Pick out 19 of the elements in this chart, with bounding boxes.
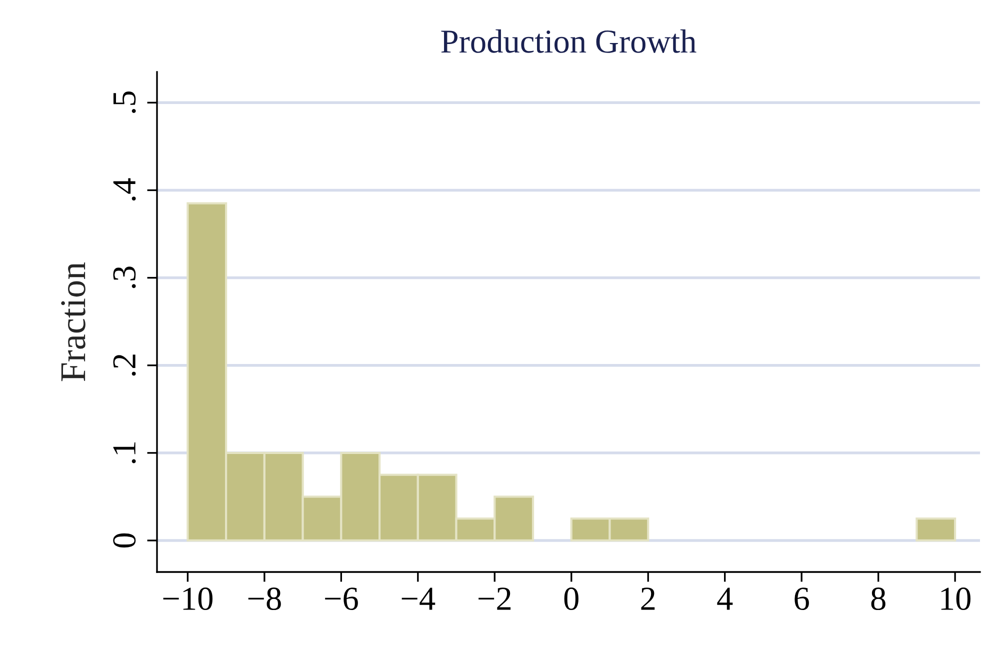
x-tick-label: 10 — [941, 588, 970, 610]
chart-title: Production Growth — [441, 29, 696, 53]
x-tick-label: 2 — [641, 588, 655, 610]
x-tick-label: 0 — [564, 588, 578, 610]
x-tick-label: −2 — [478, 588, 511, 610]
y-tick-label: .2 — [113, 354, 136, 376]
x-tick-label: 4 — [717, 588, 733, 610]
x-tick-label: 6 — [794, 588, 809, 610]
x-tick-label: −6 — [325, 588, 358, 610]
y-tick-label: .5 — [113, 91, 136, 113]
y-tick-label: 0 — [113, 533, 136, 548]
y-tick-label: .1 — [113, 442, 136, 464]
x-tick-label: −4 — [402, 588, 436, 610]
y-axis-title: Fraction — [61, 262, 86, 382]
y-tick-label: .4 — [113, 178, 136, 201]
y-tick-label: .3 — [113, 266, 136, 288]
x-tick-label: −8 — [248, 588, 281, 610]
x-tick-label: −10 — [163, 588, 212, 610]
x-tick-label: 8 — [871, 588, 886, 610]
